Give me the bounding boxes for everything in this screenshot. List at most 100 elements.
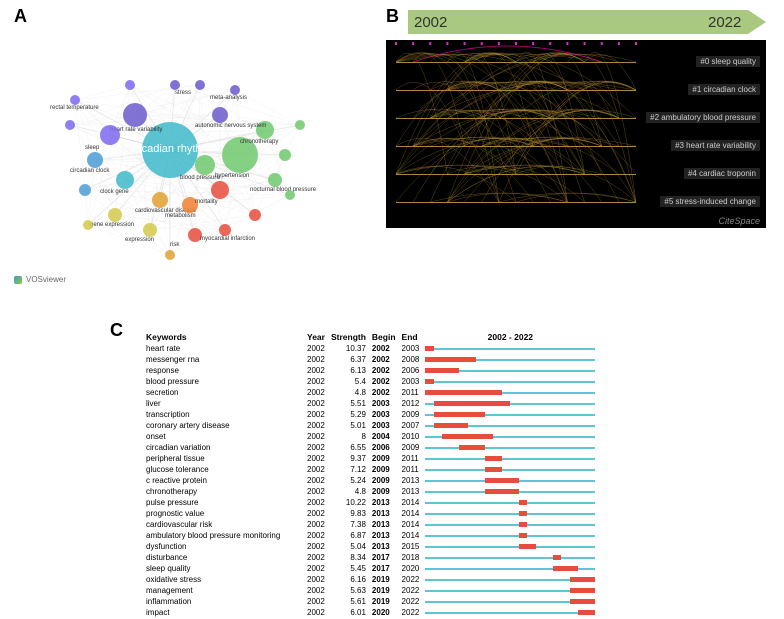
cell-keyword: glucose tolerance [146, 465, 305, 474]
panel-b-citespace: #0 sleep quality#1 circadian clock#2 amb… [386, 40, 766, 228]
cell-begin: 2004 [372, 432, 400, 441]
col-year: Year [307, 332, 329, 342]
cell-year: 2002 [307, 542, 329, 551]
cell-keyword: inflammation [146, 597, 305, 606]
cell-end: 2015 [402, 542, 424, 551]
cell-year: 2002 [307, 509, 329, 518]
cell-strength: 9.83 [331, 509, 370, 518]
network-node [65, 120, 75, 130]
cell-keyword: ambulatory blood pressure monitoring [146, 531, 305, 540]
cell-year: 2002 [307, 399, 329, 408]
network-node-label: expression [125, 237, 154, 243]
table-row: disturbance20028.3420172018 [146, 553, 599, 562]
cell-keyword: sleep quality [146, 564, 305, 573]
cell-strength: 8 [331, 432, 370, 441]
cell-end: 2011 [402, 388, 424, 397]
cell-burst [425, 509, 599, 518]
cell-keyword: blood pressure [146, 377, 305, 386]
cell-strength: 5.29 [331, 410, 370, 419]
cell-begin: 2002 [372, 355, 400, 364]
cell-begin: 2003 [372, 410, 400, 419]
cell-year: 2002 [307, 476, 329, 485]
cell-begin: 2019 [372, 575, 400, 584]
table-row: secretion20024.820022011 [146, 388, 599, 397]
cell-keyword: liver [146, 399, 305, 408]
table-row: liver20025.5120032012 [146, 399, 599, 408]
network-node [195, 155, 215, 175]
table-row: impact20026.0120202022 [146, 608, 599, 617]
col-begin: Begin [372, 332, 400, 342]
cell-end: 2014 [402, 509, 424, 518]
cell-year: 2002 [307, 454, 329, 463]
panel-a-label: A [14, 6, 27, 27]
cell-end: 2014 [402, 531, 424, 540]
network-node [230, 85, 240, 95]
cell-end: 2013 [402, 476, 424, 485]
cell-end: 2014 [402, 498, 424, 507]
table-row: transcription20025.2920032009 [146, 410, 599, 419]
cluster-line [396, 202, 636, 203]
table-row: chronotherapy20024.820092013 [146, 487, 599, 496]
cell-year: 2002 [307, 432, 329, 441]
cell-keyword: secretion [146, 388, 305, 397]
network-node-label: mortality [195, 199, 218, 205]
network-node [87, 152, 103, 168]
cell-year: 2002 [307, 608, 329, 617]
timeline-arrow [408, 10, 748, 34]
cell-year: 2002 [307, 421, 329, 430]
network-node [268, 173, 282, 187]
cell-keyword: pulse pressure [146, 498, 305, 507]
cell-keyword: chronotherapy [146, 487, 305, 496]
network-node-label: risk [170, 242, 179, 248]
network-node [152, 192, 168, 208]
cell-strength: 7.12 [331, 465, 370, 474]
cell-end: 2014 [402, 520, 424, 529]
col-strength: Strength [331, 332, 370, 342]
col-end: End [402, 332, 424, 342]
network-node-label: meta-analysis [210, 95, 247, 101]
table-row: cardiovascular risk20027.3820132014 [146, 520, 599, 529]
cell-year: 2002 [307, 564, 329, 573]
cell-burst [425, 366, 599, 375]
cell-begin: 2013 [372, 509, 400, 518]
cell-burst [425, 454, 599, 463]
cluster-line [396, 90, 636, 91]
table-row: dysfunction20025.0420132015 [146, 542, 599, 551]
citespace-label: CiteSpace [718, 216, 760, 226]
network-node-label: nocturnal blood pressure [250, 187, 316, 193]
table-row: onset2002820042010 [146, 432, 599, 441]
cell-strength: 6.13 [331, 366, 370, 375]
cell-year: 2002 [307, 531, 329, 540]
network-node-label: metabolism [165, 213, 196, 219]
cell-year: 2002 [307, 520, 329, 529]
cell-burst [425, 421, 599, 430]
cell-end: 2022 [402, 575, 424, 584]
cell-strength: 6.37 [331, 355, 370, 364]
cell-strength: 9.37 [331, 454, 370, 463]
cell-burst [425, 399, 599, 408]
cluster-line [396, 118, 636, 119]
cell-begin: 2002 [372, 366, 400, 375]
panel-b-label: B [386, 6, 399, 27]
cluster-line [396, 174, 636, 175]
panel-c-table: KeywordsYearStrengthBeginEnd2002 - 2022h… [144, 330, 650, 619]
cell-year: 2002 [307, 586, 329, 595]
table-row: prognostic value20029.8320132014 [146, 509, 599, 518]
cell-year: 2002 [307, 410, 329, 419]
cell-strength: 5.01 [331, 421, 370, 430]
cell-burst [425, 476, 599, 485]
cell-begin: 2013 [372, 520, 400, 529]
table-row: coronary artery disease20025.0120032007 [146, 421, 599, 430]
table-row: glucose tolerance20027.1220092011 [146, 465, 599, 474]
network-node [143, 223, 157, 237]
cell-strength: 5.24 [331, 476, 370, 485]
cell-burst [425, 575, 599, 584]
cell-keyword: oxidative stress [146, 575, 305, 584]
table-row: blood pressure20025.420022003 [146, 377, 599, 386]
cell-strength: 5.45 [331, 564, 370, 573]
network-node-label: clock gene [100, 189, 129, 195]
burst-table: KeywordsYearStrengthBeginEnd2002 - 2022h… [144, 330, 601, 619]
cell-year: 2002 [307, 377, 329, 386]
cell-keyword: cardiovascular risk [146, 520, 305, 529]
cell-end: 2010 [402, 432, 424, 441]
